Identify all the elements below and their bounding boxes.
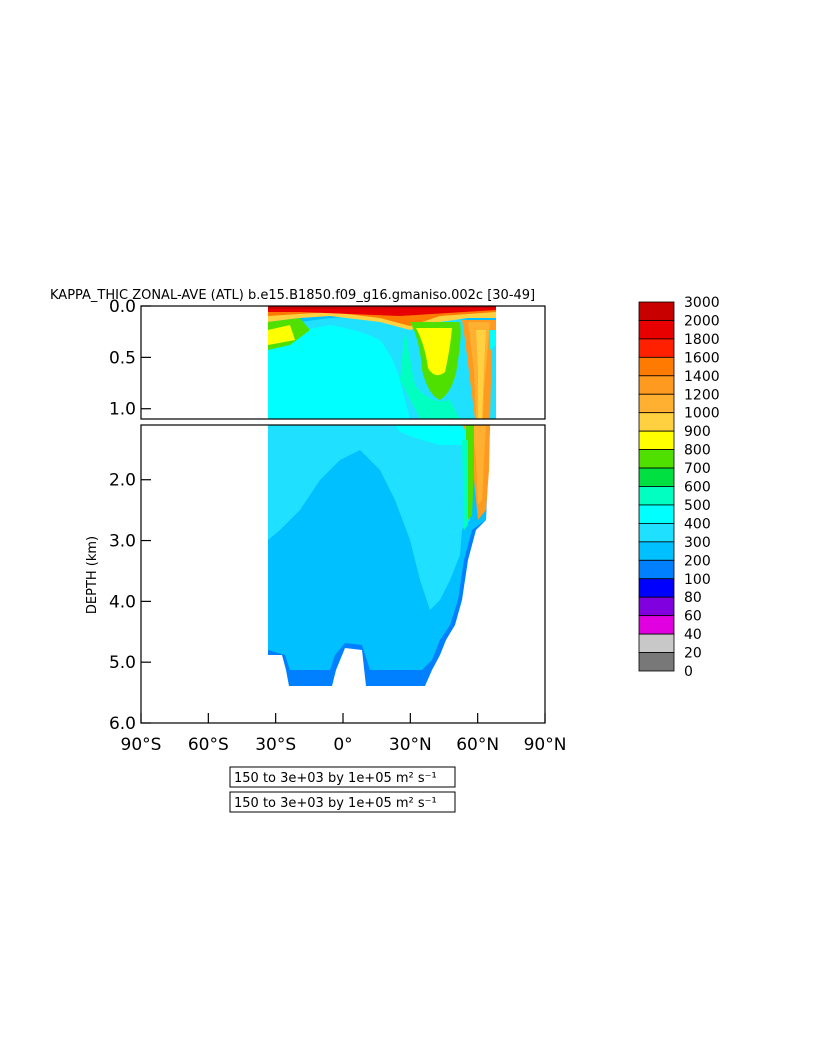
y-tick-label: 0.5 [109,348,136,368]
x-tick-label: 90°N [524,735,567,755]
colorbar-label: 1200 [684,387,720,403]
colorbar-label: 80 [684,590,702,606]
colorbar-label: 200 [684,553,711,569]
x-tick-label: 60°N [456,735,499,755]
colorbar-swatch [638,504,675,524]
colorbar-swatch [638,412,675,432]
y-tick-label: 4.0 [109,592,136,612]
colorbar-swatch [638,652,675,672]
y-tick-label: 1.0 [109,400,136,420]
contour-info-box-1-frame [229,766,456,788]
colorbar-label: 900 [684,424,711,440]
x-tick-label: 0° [333,735,352,755]
colorbar-swatch [638,393,675,414]
colorbar-label: 400 [684,516,711,532]
colorbar-label: 40 [684,627,702,643]
colorbar-label: 2000 [684,313,720,329]
upper-panel-frame [140,305,546,420]
colorbar-label: 100 [684,572,711,588]
colorbar-label: 1000 [684,406,720,422]
colorbar-label: 700 [684,461,711,477]
colorbar-swatch [638,449,675,469]
colorbar-swatch [638,541,675,561]
colorbar-swatch [638,615,675,635]
y-axis: 0.0 0.5 1.0 2.0 3.0 4.0 5.0 6.0 [109,297,151,734]
y-tick-label: 2.0 [109,471,136,491]
colorbar-swatch [638,633,675,653]
colorbar-label: 800 [684,443,711,459]
upper-panel-field [268,306,496,419]
colorbar-swatch [638,301,675,321]
colorbar-swatch [638,430,675,450]
contour-info-text-1: 150 to 3e+03 by 1e+05 m² s⁻¹ [234,771,437,786]
y-tick-label: 6.0 [109,714,136,734]
colorbar-label: 0 [684,664,693,680]
x-tick-label: 30°N [389,735,432,755]
colorbar-label: 60 [684,609,702,625]
colorbar-swatch [638,375,675,395]
colorbar-label: 500 [684,498,711,514]
colorbar-swatch [638,596,675,617]
colorbar-swatch [638,559,675,580]
lower-panel-field [268,425,490,686]
contour-info-text-2: 150 to 3e+03 by 1e+05 m² s⁻¹ [234,796,437,811]
colorbar-swatch [638,486,675,506]
colorbar-label: 1800 [684,332,720,348]
colorbar-swatch [638,356,675,377]
x-axis: 90°S 60°S 30°S 0° 30°N 60°N 90°N [121,713,567,755]
y-tick-label: 3.0 [109,532,136,552]
colorbar-swatch [638,338,675,358]
colorbar-swatch [638,523,675,543]
colorbar-label: 600 [684,480,711,496]
colorbar-swatch [638,578,675,598]
x-tick-label: 30°S [255,735,296,755]
y-axis-title: DEPTH (km) [85,536,100,614]
colorbar-label: 1400 [684,369,720,385]
colorbar-swatch [638,467,675,487]
contour-info-box-2-frame [229,791,456,813]
x-tick-label: 60°S [188,735,229,755]
colorbar-label: 300 [684,535,711,551]
colorbar-label: 20 [684,646,702,662]
colorbar-label: 3000 [684,295,720,311]
y-tick-label: 0.0 [109,297,136,317]
y-tick-label: 5.0 [109,653,136,673]
colorbar: 3000200018001600140012001000900800700600… [638,295,720,680]
colorbar-swatch [638,320,675,340]
colorbar-label: 1600 [684,350,720,366]
x-tick-label: 90°S [121,735,162,755]
chart-title: KAPPA_THIC ZONAL-AVE (ATL) b.e15.B1850.f… [50,288,535,303]
